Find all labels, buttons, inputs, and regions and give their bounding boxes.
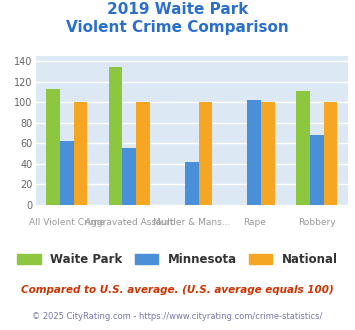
Text: Aggravated Assault: Aggravated Assault [85,218,174,227]
Bar [323,102,337,205]
Bar [296,91,310,205]
Bar [261,102,275,205]
Bar [122,148,136,205]
Bar [73,102,87,205]
Bar [109,67,122,205]
Bar [185,162,198,205]
Text: Rape: Rape [243,218,266,227]
Text: Murder & Mans...: Murder & Mans... [153,218,230,227]
Text: Compared to U.S. average. (U.S. average equals 100): Compared to U.S. average. (U.S. average … [21,285,334,295]
Text: © 2025 CityRating.com - https://www.cityrating.com/crime-statistics/: © 2025 CityRating.com - https://www.city… [32,312,323,321]
Text: Robbery: Robbery [298,218,335,227]
Text: 2019 Waite Park: 2019 Waite Park [107,2,248,16]
Bar [136,102,150,205]
Bar [310,135,323,205]
Text: Violent Crime Comparison: Violent Crime Comparison [66,20,289,35]
Bar [60,141,73,205]
Text: All Violent Crime: All Violent Crime [29,218,105,227]
Bar [198,102,212,205]
Legend: Waite Park, Minnesota, National: Waite Park, Minnesota, National [13,248,342,271]
Bar [247,100,261,205]
Bar [46,89,60,205]
